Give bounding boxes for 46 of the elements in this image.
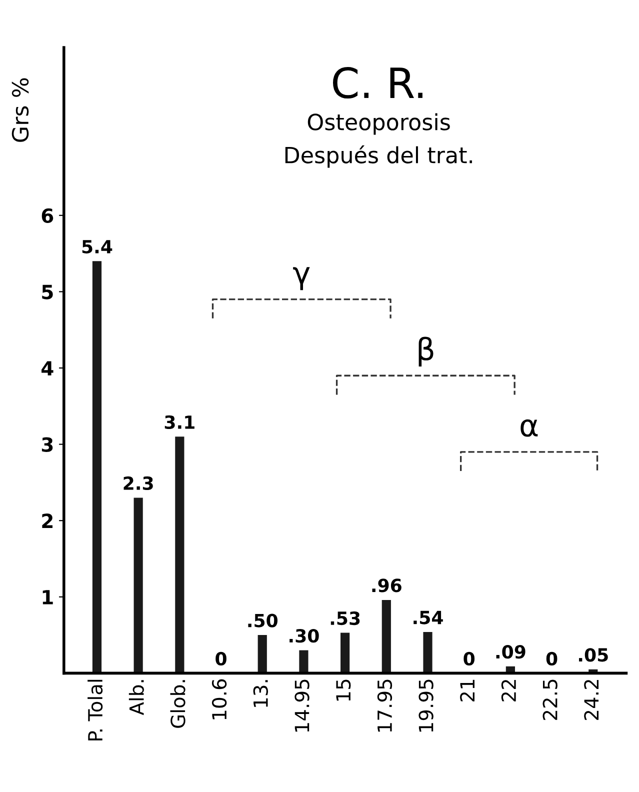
bar xyxy=(175,436,184,674)
x-tick-label: 22.5 xyxy=(542,680,558,720)
x-tick-label: P. Tolal xyxy=(88,680,103,740)
data-label: 0 xyxy=(216,652,226,666)
bar xyxy=(423,632,432,674)
text: Osteoporosis Después del trat. xyxy=(285,113,472,168)
bar xyxy=(340,632,350,674)
data-label: 0 xyxy=(464,652,475,666)
data-label: .05 xyxy=(578,648,608,662)
y-tick-label: 2 xyxy=(42,514,52,528)
bar xyxy=(258,635,267,674)
y-tick-label: 4 xyxy=(42,361,54,376)
x-tick-label: 17.95 xyxy=(377,680,392,732)
data-label: .50 xyxy=(248,614,278,628)
x-tick-label: 13. xyxy=(253,680,268,707)
x-tick-label: 21 xyxy=(460,680,474,702)
data-label: .96 xyxy=(372,578,402,592)
x-tick-label: 19.95 xyxy=(418,680,434,732)
data-label: .53 xyxy=(330,611,360,626)
x-tick-label: 10.6 xyxy=(212,679,227,720)
data-label: 3.1 xyxy=(164,415,194,429)
bar xyxy=(382,600,391,674)
data-label: .54 xyxy=(414,610,443,624)
data-label: .30 xyxy=(290,628,319,643)
annotation: α xyxy=(520,419,538,437)
y-tick-label: 1 xyxy=(42,590,53,604)
bar xyxy=(92,261,102,674)
x-tick-label: 15 xyxy=(336,680,351,701)
y-tick-label: 3 xyxy=(42,437,53,452)
data-label: 2.3 xyxy=(124,476,153,490)
x-tick-label: Alb. xyxy=(128,680,144,716)
y-tick-label: 5 xyxy=(42,284,53,300)
x-tick-label: 24.2 xyxy=(584,680,599,720)
data-label: .09 xyxy=(496,645,526,659)
data-label: 0 xyxy=(546,652,558,666)
x-tick-label: 14.95 xyxy=(294,680,310,732)
x-tick-label: 22 xyxy=(501,680,516,702)
bar xyxy=(299,650,308,674)
annotation: γ xyxy=(293,267,310,290)
chart-title: C. R. xyxy=(333,67,422,99)
bar xyxy=(134,498,143,674)
annotation: β xyxy=(418,336,434,366)
data-label: 5.4 xyxy=(82,240,112,254)
x-tick-label: Glob. xyxy=(170,680,186,728)
y-tick-label: 6 xyxy=(42,208,54,224)
y-axis-title: Grs % xyxy=(12,78,29,142)
